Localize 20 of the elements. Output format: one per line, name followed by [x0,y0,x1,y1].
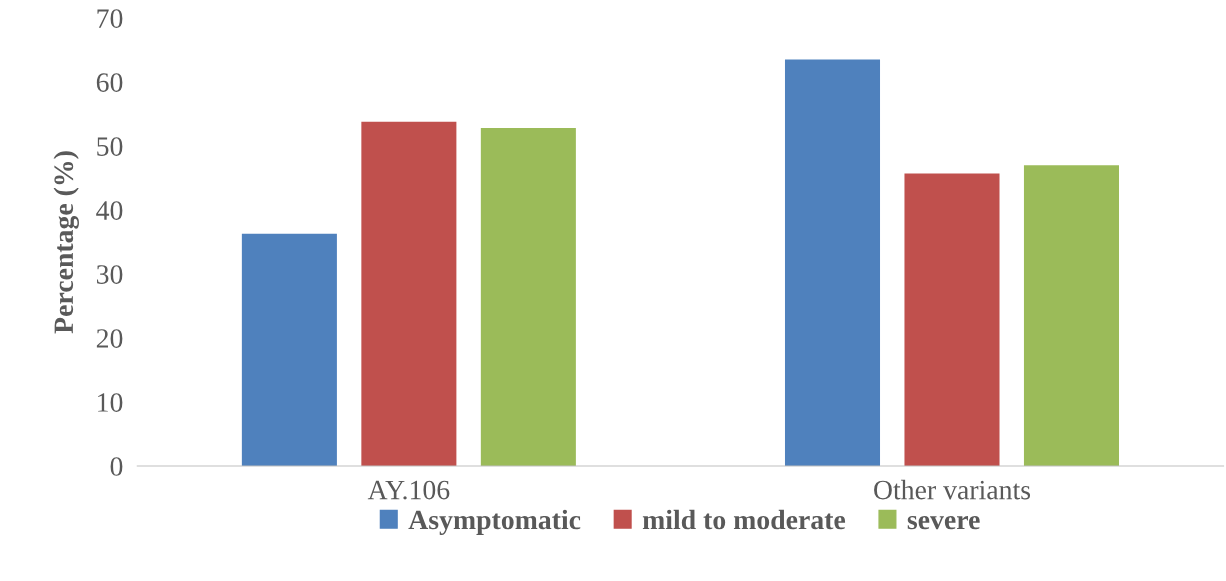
y-tick-label: 10 [98,393,123,412]
y-tick-label: 40 [96,201,123,220]
y-tick-label: 70 [97,9,123,28]
bar [904,173,1000,466]
y-axis-title: Percentage (%) [53,151,79,334]
bar [784,59,881,466]
y-tick-label: 60 [96,73,123,92]
bar [480,128,576,466]
x-tick-label: Other variants [874,479,1031,500]
x-tick-label: AY.106 [367,480,450,500]
bar [241,233,337,466]
legend-label: severe [907,515,980,530]
legend-label: Asymptomatic [408,509,581,536]
legend-label: mild to moderate [642,509,846,530]
y-tick-label: 20 [96,329,123,348]
bar [1023,165,1119,466]
y-tick-label: 30 [96,265,123,284]
bar [361,121,457,466]
y-tick-label: 50 [97,137,123,156]
y-tick-label: 0 [110,457,123,476]
